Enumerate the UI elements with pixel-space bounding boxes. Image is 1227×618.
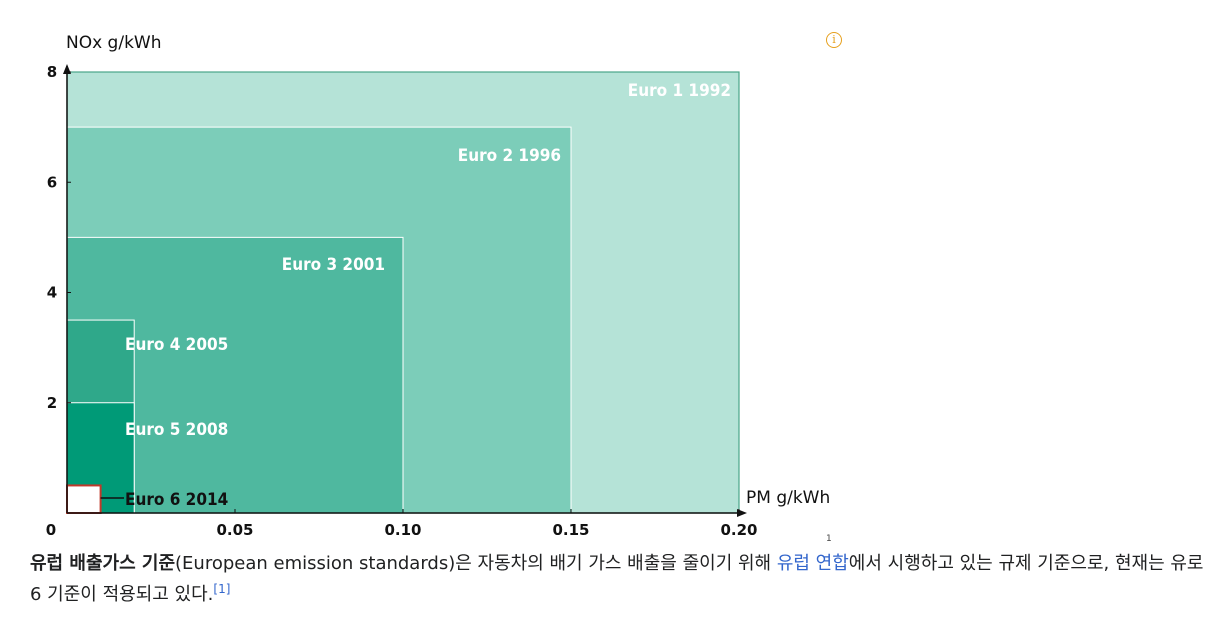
label-euro-6-2014: Euro 6 2014 <box>125 490 228 510</box>
info-icon-glyph: i <box>832 33 836 46</box>
y-tick-label: 4 <box>47 284 57 302</box>
eu-link[interactable]: 유럽 연합 <box>776 553 849 574</box>
label-euro-3-2001: Euro 3 2001 <box>282 255 385 275</box>
region-euro-6-2014 <box>66 484 102 514</box>
label-euro-2-1996: Euro 2 1996 <box>458 146 561 166</box>
figure-ref-mark: 1 <box>826 534 832 544</box>
y-tick-label: 2 <box>47 394 57 412</box>
emission-standards-chart: Euro 1 1992 Euro 2 1996 Euro 3 2001 Euro 4 … <box>46 33 832 544</box>
citation-superscript: [1] <box>213 582 230 596</box>
x-tick-label: 0.15 <box>552 521 589 539</box>
caption-text-2: 에서 시행하고 있는 규제 기준으로, 현재는 유로 6 기준이 적용되고 있다… <box>30 553 1204 605</box>
label-euro-4-2005: Euro 4 2005 <box>125 335 228 355</box>
y-tick-label: 8 <box>47 63 57 81</box>
x-tick-label: 0.05 <box>216 521 253 539</box>
y-axis-title: NOx g/kWh <box>66 33 162 53</box>
info-icon[interactable]: i <box>826 32 842 48</box>
x-axis-title: PM g/kWh <box>746 488 830 508</box>
caption-paren: (European emission standards) <box>175 553 456 574</box>
y-tick-label: 6 <box>47 173 57 191</box>
caption-paragraph: 유럽 배출가스 기준(European emission standards)은… <box>30 548 1220 610</box>
label-euro-1-1992: Euro 1 1992 <box>628 81 731 101</box>
caption-text-1: 은 자동차의 배기 가스 배출을 줄이기 위해 <box>455 553 777 574</box>
citation-link[interactable]: [1] <box>213 582 231 596</box>
label-euro-5-2008: Euro 5 2008 <box>125 420 228 440</box>
x-tick-label: 0 <box>46 521 56 539</box>
caption-term: 유럽 배출가스 기준 <box>30 553 176 574</box>
x-tick-label: 0.20 <box>720 521 757 539</box>
x-tick-label: 0.10 <box>384 521 421 539</box>
